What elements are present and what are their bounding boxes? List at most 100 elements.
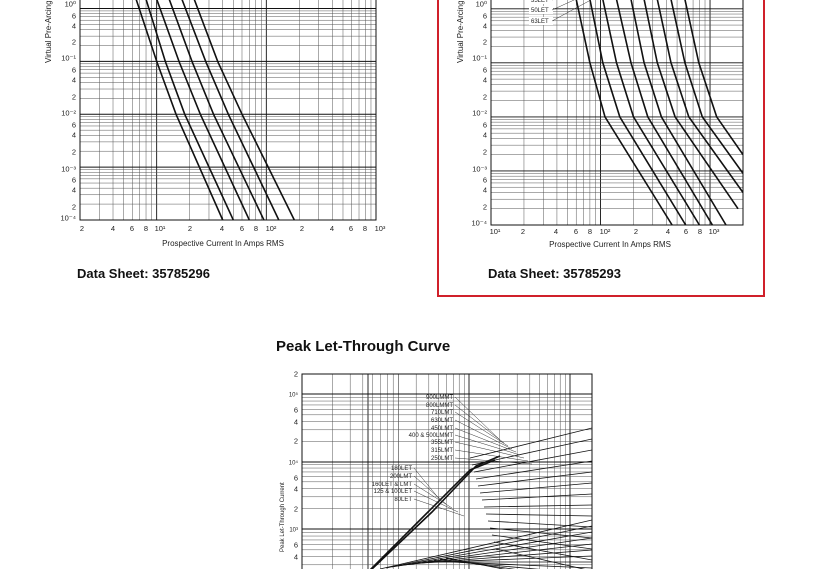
right-x-tick-label: 2 xyxy=(634,227,638,236)
left-x-tick-label: 2 xyxy=(300,224,304,233)
bottom-let-through-curve xyxy=(487,520,592,528)
left-y-tick-label: 2 xyxy=(72,38,76,47)
bottom-let-through-curve xyxy=(477,471,592,487)
highlight-border xyxy=(437,0,765,297)
bottom-curve-leader xyxy=(454,404,505,444)
right-curve-label: 50LET xyxy=(531,8,549,14)
right-x-tick-label: 2 xyxy=(521,227,525,236)
left-data-sheet-label: Data Sheet: 35785296 xyxy=(77,266,210,281)
right-x-tick-label: 10¹ xyxy=(490,227,501,236)
right-curve-label-bg xyxy=(529,17,553,25)
bottom-let-through-curve xyxy=(489,527,592,539)
right-chart-curves xyxy=(575,0,743,225)
right-y-tick-label: 2 xyxy=(483,38,487,47)
bottom-curve-label-upper: 900LMMT xyxy=(426,395,453,401)
bottom-curve-leader xyxy=(454,411,509,447)
bottom-let-through-curve xyxy=(473,449,592,473)
right-y-tick-label: 2 xyxy=(483,148,487,157)
right-x-tick-labels: 10¹ 2 4 6 8 10² 2 4 6 8 10³ xyxy=(490,227,720,236)
right-curve-6 xyxy=(643,0,739,210)
right-y-tick-label: 4 xyxy=(483,76,487,85)
bottom-y-tick-label: 4 xyxy=(294,553,298,562)
left-x-tick-label: 6 xyxy=(240,224,244,233)
left-curve-5 xyxy=(181,0,280,220)
right-y-tick-label: 6 xyxy=(483,121,487,130)
bottom-chart-frame xyxy=(301,373,593,569)
bottom-let-through-curve xyxy=(491,534,592,550)
left-y-tick-label: 4 xyxy=(72,76,76,85)
right-x-tick-label: 4 xyxy=(554,227,558,236)
bottom-curve-label-upper: 710LMT xyxy=(431,410,453,416)
bottom-let-through-curve xyxy=(479,482,592,494)
bottom-y-tick-label: 2 xyxy=(294,370,298,379)
bottom-y-tick-labels: 2 10⁵ 6 4 2 10⁴ 6 4 2 10³ 6 4 xyxy=(289,370,299,562)
right-y-tick-label: 2 xyxy=(483,203,487,212)
left-x-tick-label: 6 xyxy=(130,224,134,233)
bottom-y-tick-label: 4 xyxy=(294,418,298,427)
right-x-axis-label: Prospective Current In Amps RMS xyxy=(549,240,671,249)
bottom-curve-label-upper: 630LMT xyxy=(431,418,453,424)
bottom-y-tick-label: 6 xyxy=(294,474,298,483)
left-x-tick-label: 8 xyxy=(363,224,367,233)
bottom-curve-label-upper: 800LMMT xyxy=(426,403,453,409)
bottom-curve-label-upper: 250LMT xyxy=(431,456,453,462)
right-y-tick-label: 2 xyxy=(483,93,487,102)
bottom-let-through-curve xyxy=(445,557,506,569)
bottom-curve-leader xyxy=(413,483,453,509)
bottom-curve-leader xyxy=(454,419,513,450)
right-y-tick-label: 6 xyxy=(483,12,487,21)
bottom-curve-leader xyxy=(454,441,525,459)
left-curve-4 xyxy=(168,0,265,220)
bottom-y-tick-label: 6 xyxy=(294,406,298,415)
right-x-tick-label: 10² xyxy=(600,227,611,236)
right-curve-8 xyxy=(670,0,743,174)
left-y-tick-label: 6 xyxy=(72,12,76,21)
right-x-tick-label: 6 xyxy=(574,227,578,236)
right-y-tick-label: 10⁻² xyxy=(472,109,487,118)
bottom-curve-label-lower: 125 & 100LET xyxy=(374,489,413,495)
bottom-let-through-curve xyxy=(469,427,592,459)
bottom-curve-label-upper: 400 & 500LMMT xyxy=(409,433,454,439)
bottom-y-tick-label: 10³ xyxy=(289,528,298,534)
right-curve-1 xyxy=(575,0,673,225)
right-curve-2 xyxy=(589,0,687,225)
right-y-tick-label: 4 xyxy=(483,131,487,140)
bottom-curve-label-upper: 450LMT xyxy=(431,426,453,432)
bottom-curve-leader xyxy=(413,498,465,517)
bottom-let-through-curve xyxy=(379,519,592,569)
bottom-curve-leader xyxy=(413,475,447,505)
left-curve-1 xyxy=(135,0,224,220)
bottom-y-tick-label: 10⁵ xyxy=(289,392,299,399)
left-y-tick-label: 10⁰ xyxy=(65,0,76,9)
right-curve-label-bg xyxy=(529,6,553,14)
left-x-tick-labels: 2 4 6 8 10¹ 2 4 6 8 10² 2 4 6 8 10³ xyxy=(80,224,386,233)
left-x-tick-label: 4 xyxy=(111,224,115,233)
bottom-y-axis-label: Peak Let-Through Current xyxy=(280,482,286,552)
right-curve-leader xyxy=(551,0,575,11)
left-curve-6 xyxy=(193,0,296,220)
bottom-let-through-curve xyxy=(481,493,592,501)
left-y-tick-label: 10⁻⁴ xyxy=(60,214,76,223)
left-chart-grid xyxy=(80,0,376,220)
left-y-tick-label: 10⁻² xyxy=(61,109,76,118)
right-curve-label: 35LET xyxy=(531,0,549,4)
left-x-tick-label: 4 xyxy=(330,224,334,233)
right-y-axis-label: Virtual Pre-Arcing xyxy=(456,0,465,63)
bottom-curve-leader xyxy=(454,449,529,462)
right-y-tick-label: 6 xyxy=(483,66,487,75)
right-y-tick-label: 4 xyxy=(483,22,487,31)
bottom-let-through-curve xyxy=(385,525,592,569)
right-x-tick-label: 8 xyxy=(588,227,592,236)
left-x-tick-label: 2 xyxy=(188,224,192,233)
bottom-curve-label-upper: 315LMT xyxy=(431,448,453,454)
right-y-tick-label: 4 xyxy=(483,186,487,195)
left-x-tick-label: 2 xyxy=(80,224,84,233)
bottom-y-tick-label: 2 xyxy=(294,505,298,514)
left-y-axis-label: Virtual Pre-Arcing xyxy=(44,0,53,63)
left-x-axis-label: Prospective Current In Amps RMS xyxy=(162,239,284,248)
right-y-tick-label: 10⁻¹ xyxy=(472,54,487,63)
right-x-tick-label: 10³ xyxy=(709,227,720,236)
left-curve-2 xyxy=(145,0,235,220)
left-y-tick-label: 4 xyxy=(72,22,76,31)
